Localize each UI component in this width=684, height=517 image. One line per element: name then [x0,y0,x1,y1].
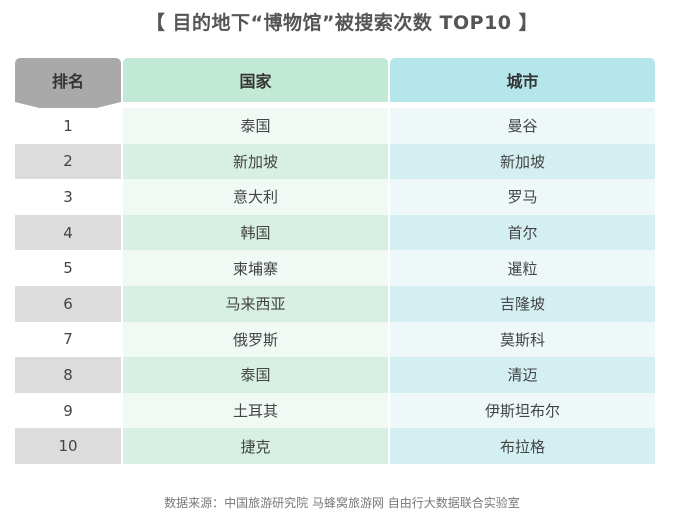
chart-title: 【 目的地下“博物馆”被搜索次数 TOP10 】 [145,12,539,34]
table-row: 1 泰国 曼谷 [15,108,655,144]
country-cell: 泰国 [123,108,388,144]
column-header-country: 国家 [123,58,388,102]
city-cell: 莫斯科 [390,321,655,358]
table-body: 1 泰国 曼谷 2 新加坡 新加坡 3 意大利 罗马 4 韩国 首尔 5 柬埔寨 暹粒 6 马来西亚 吉隆坡 7 俄罗… [15,108,655,464]
country-cell: 马来西亚 [123,285,388,322]
city-cell: 吉隆坡 [390,285,655,322]
ranking-table: 排名 国家 城市 1 泰国 曼谷 2 新加坡 新加坡 3 意大利 罗马 4 韩国 首尔 5 柬埔寨 暹粒 6 马… [15,58,655,464]
city-cell: 新加坡 [390,143,655,180]
column-header-city: 城市 [390,58,655,102]
city-cell: 首尔 [390,214,655,251]
rank-cell: 9 [15,392,121,429]
table-row: 10 捷克 布拉格 [15,428,655,464]
city-cell: 罗马 [390,179,655,215]
rank-cell: 7 [15,321,121,358]
country-cell: 捷克 [123,428,388,464]
country-cell: 土耳其 [123,392,388,429]
rank-cell: 2 [15,143,121,180]
table-row: 7 俄罗斯 莫斯科 [15,321,655,358]
city-cell: 曼谷 [390,108,655,144]
column-header-rank: 排名 [15,58,121,115]
city-cell: 暹粒 [390,250,655,286]
table-row: 6 马来西亚 吉隆坡 [15,285,655,322]
table-row: 9 土耳其 伊斯坦布尔 [15,392,655,429]
rank-cell: 6 [15,285,121,322]
rank-cell: 1 [15,108,121,144]
data-source-note: 数据来源：中国旅游研究院 马蜂窝旅游网 自由行大数据联合实验室 [164,496,520,510]
table-row: 5 柬埔寨 暹粒 [15,250,655,286]
city-cell: 布拉格 [390,428,655,464]
rank-cell: 5 [15,250,121,286]
country-cell: 意大利 [123,179,388,215]
rank-cell: 8 [15,357,121,393]
country-cell: 俄罗斯 [123,321,388,358]
table-row: 4 韩国 首尔 [15,214,655,251]
country-cell: 柬埔寨 [123,250,388,286]
table-row: 8 泰国 清迈 [15,357,655,393]
table-row: 3 意大利 罗马 [15,179,655,215]
country-cell: 泰国 [123,357,388,393]
table-header: 排名 国家 城市 [15,58,655,115]
city-cell: 清迈 [390,357,655,393]
rank-cell: 4 [15,214,121,251]
country-cell: 韩国 [123,214,388,251]
city-cell: 伊斯坦布尔 [390,392,655,429]
rank-cell: 10 [15,428,121,464]
rank-cell: 3 [15,179,121,215]
table-row: 2 新加坡 新加坡 [15,143,655,180]
country-cell: 新加坡 [123,143,388,180]
